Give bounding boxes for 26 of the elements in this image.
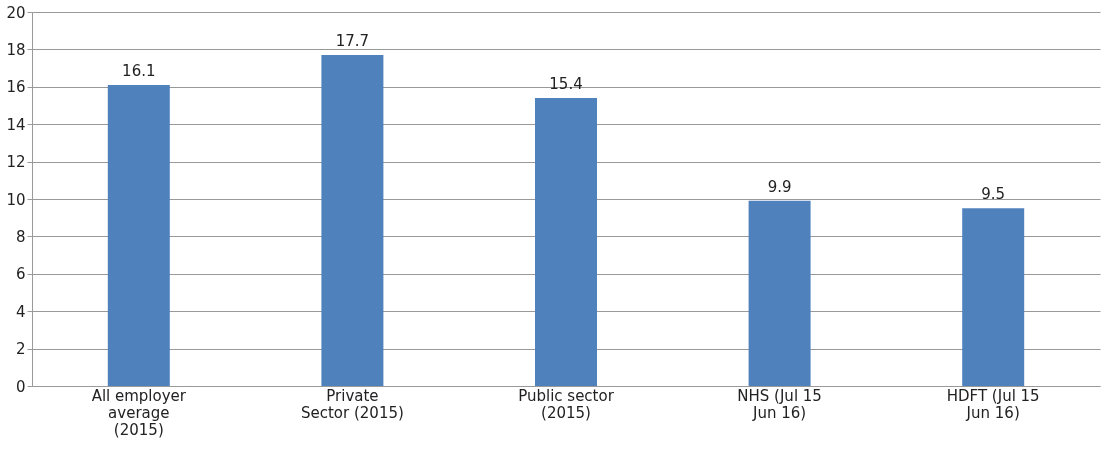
y-tick-label: 20 bbox=[6, 3, 26, 22]
bar bbox=[107, 84, 170, 386]
bar bbox=[962, 208, 1025, 386]
y-tick-label: 6 bbox=[15, 265, 26, 284]
y-tick-label: 16 bbox=[6, 78, 26, 97]
y-tick-label: 4 bbox=[15, 302, 26, 321]
data-label: 16.1 bbox=[122, 61, 156, 80]
bar bbox=[748, 200, 811, 386]
data-label: 17.7 bbox=[335, 32, 370, 51]
y-tick-label: 0 bbox=[15, 377, 26, 396]
x-tick-label: Private Sector (2015) bbox=[300, 386, 404, 422]
y-tick-label: 8 bbox=[15, 227, 26, 246]
x-tick-label: NHS (Jul 15 Jun 16) bbox=[737, 386, 822, 422]
bar bbox=[535, 98, 597, 386]
y-tick-label: 14 bbox=[6, 115, 26, 134]
y-tick-label: 18 bbox=[6, 40, 26, 59]
data-label: 15.4 bbox=[549, 75, 583, 94]
x-tick-label: Public sector (2015) bbox=[518, 386, 615, 422]
y-tick-label: 12 bbox=[6, 153, 26, 172]
data-label: 9.9 bbox=[767, 177, 792, 196]
bar bbox=[321, 55, 384, 386]
data-label: 9.5 bbox=[981, 185, 1006, 204]
x-tick-label: HDFT (Jul 15 Jun 16) bbox=[946, 386, 1040, 422]
y-tick-label: 2 bbox=[15, 340, 26, 359]
x-tick-label: All employer average (2015) bbox=[91, 386, 187, 439]
y-tick-label: 10 bbox=[6, 190, 26, 209]
